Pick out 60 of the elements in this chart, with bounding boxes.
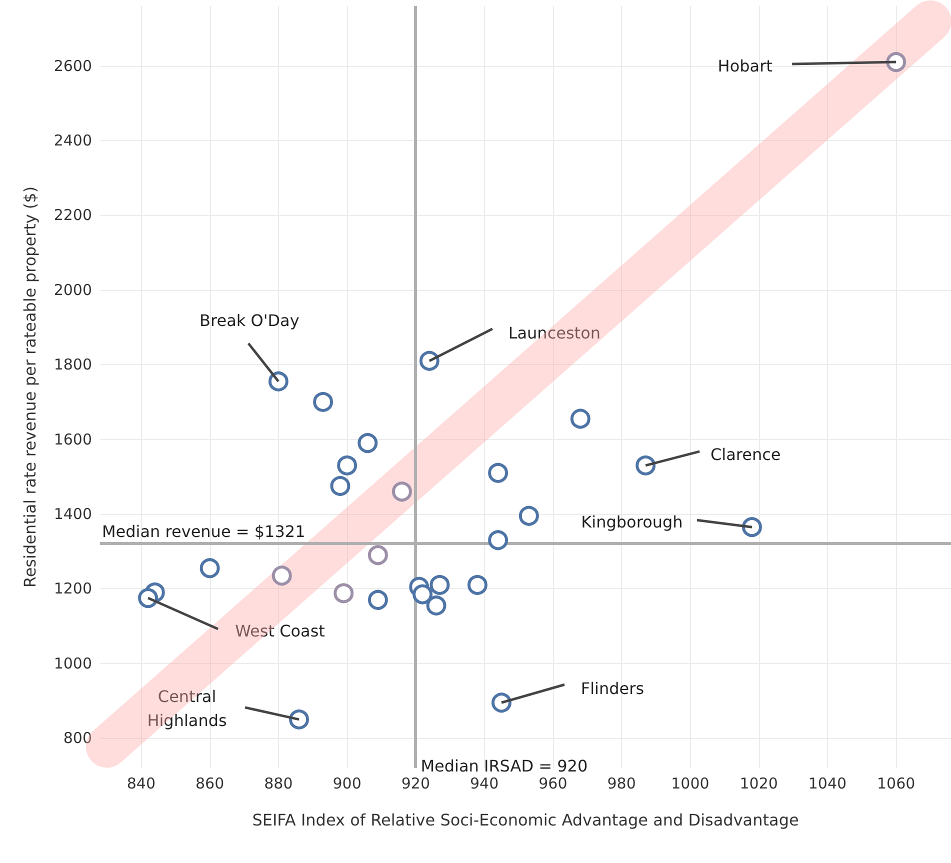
point bbox=[334, 583, 354, 604]
y-tick-label: 1600 bbox=[54, 430, 92, 448]
point bbox=[368, 545, 388, 566]
y-tick-label: 2400 bbox=[54, 131, 92, 150]
x-tick-label: 860 bbox=[195, 774, 224, 792]
point bbox=[313, 392, 334, 412]
y-tick-label: 2200 bbox=[54, 206, 92, 224]
point bbox=[337, 455, 358, 476]
x-tick-label: 1060 bbox=[877, 774, 916, 792]
point bbox=[488, 530, 508, 550]
annotation: Kingborough bbox=[581, 512, 683, 532]
y-tick-label: 800 bbox=[63, 729, 92, 748]
x-tick-label: 1040 bbox=[808, 774, 847, 792]
point bbox=[467, 574, 488, 595]
x-tick-label: 840 bbox=[126, 774, 156, 792]
y-tick-label: 2000 bbox=[54, 280, 92, 299]
point bbox=[200, 558, 220, 578]
point bbox=[412, 584, 433, 604]
point bbox=[368, 590, 388, 610]
x-tick-label: 920 bbox=[401, 774, 430, 792]
y-tick-label: 1000 bbox=[54, 654, 92, 672]
annotation: Clarence bbox=[710, 444, 781, 464]
point bbox=[358, 433, 378, 454]
y-tick-label: 1200 bbox=[54, 580, 92, 598]
point bbox=[742, 517, 762, 538]
x-tick-label: 1000 bbox=[671, 774, 710, 792]
point bbox=[330, 476, 350, 496]
y-tick-label: 1400 bbox=[54, 505, 92, 523]
point bbox=[419, 350, 440, 371]
point bbox=[570, 408, 590, 429]
point bbox=[636, 455, 656, 476]
point bbox=[426, 596, 446, 616]
y-tick-label: 1800 bbox=[54, 356, 92, 374]
annotation: Break O'Day bbox=[200, 310, 300, 330]
x-axis-title: SEIFA Index of Relative Soci-Economic Advantage and Disadvantage bbox=[252, 810, 799, 830]
x-tick-label: 940 bbox=[470, 774, 499, 792]
y-tick-label: 2600 bbox=[54, 56, 92, 75]
x-tick-label: 900 bbox=[332, 774, 362, 792]
x-tick-label: 880 bbox=[264, 774, 293, 792]
point bbox=[886, 52, 906, 72]
ref-line-label: Median revenue = $1321 bbox=[102, 522, 306, 542]
annotation: Flinders bbox=[580, 679, 644, 698]
x-tick-label: 960 bbox=[538, 774, 568, 792]
point bbox=[430, 574, 450, 595]
point bbox=[392, 482, 412, 502]
point bbox=[138, 588, 158, 608]
point bbox=[518, 506, 539, 526]
point bbox=[272, 566, 292, 586]
point bbox=[491, 692, 512, 713]
point bbox=[268, 371, 288, 392]
y-axis-title: Residential rate revenue per rateable property ($) bbox=[20, 186, 40, 588]
annotation: Hobart bbox=[718, 56, 772, 76]
annotation: Central Highlands bbox=[147, 686, 227, 730]
x-tick-label: 980 bbox=[607, 774, 636, 792]
x-tick-label: 1020 bbox=[740, 774, 778, 792]
point bbox=[289, 709, 310, 730]
ref-line-label: Median IRSAD = 920 bbox=[420, 756, 588, 776]
annotation: Launceston bbox=[508, 323, 601, 342]
point bbox=[488, 462, 508, 483]
annotation: West Coast bbox=[235, 622, 325, 641]
